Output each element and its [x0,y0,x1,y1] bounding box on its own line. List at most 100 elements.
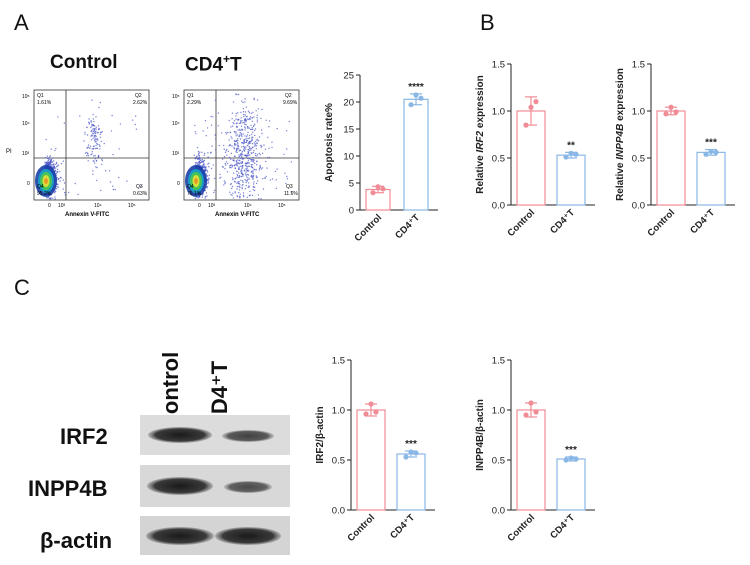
flow-dot [254,129,256,132]
flow-dot [274,170,277,173]
flow-dot [193,154,196,156]
flow-dot [258,152,261,155]
flow-dot [239,195,241,198]
flow-dot [248,134,251,137]
flow-dot [68,191,70,194]
flow-dot [235,122,238,125]
flow-control-xlabel: Annexin V-FITC [65,212,110,218]
flow-dot [236,151,238,154]
flow-dot [224,163,226,165]
flow-dot [240,149,242,151]
flow-dot [244,141,246,144]
data-point [563,154,569,160]
flow-dot [244,111,247,113]
flow-control-xtick-0: 0 [48,203,51,209]
flow-dot [245,106,247,108]
flow-dot [252,172,254,175]
flow-dot [204,195,207,198]
flow-dot [230,136,232,138]
y-tick-label: 1.0 [332,406,345,417]
flow-cd4-ytick-0: 0 [177,181,180,187]
flow-dot [247,179,249,181]
flow-dot [95,144,97,147]
flow-dot [236,182,238,184]
flow-dot [223,184,225,186]
y-axis-label-part: expression [615,68,626,124]
flow-dot [244,138,246,141]
flow-dot [251,174,253,177]
flow-dot [201,158,203,161]
flow-dot [86,134,89,136]
flow-control-ylabel: PI [6,149,12,155]
flow-dot [286,178,289,180]
flow-dot [74,182,76,185]
flow-dot [236,149,238,151]
flow-dot [246,176,248,178]
flow-dot [96,132,99,134]
flow-dot [244,98,246,100]
flow-dot [204,197,206,199]
flow-dot [88,123,91,125]
data-point [713,149,719,155]
flow-dot [109,181,112,183]
data-point [528,400,534,406]
flow-dot [254,145,256,147]
flow-dot [99,101,102,104]
flow-dot [240,111,242,114]
flow-cd4-q3: Q3 [286,184,293,190]
flow-dot [206,175,209,177]
flow-dot [46,157,49,160]
flow-dot [232,101,235,103]
flow-dot [247,170,249,172]
flow-dot [238,176,240,179]
flow-dot [199,159,201,161]
chart-irf2-actin: 0.0 0.5 1.0 1.5 Control *** CD4⁺T IRF2/β-actin [315,356,435,544]
flow-dot [258,198,260,200]
flow-dot [236,147,239,149]
flow-dot [260,198,262,200]
flow-control-xtick-1e5: 10⁵ [128,203,136,209]
flow-cd4-q1-val: 2.29% [187,100,202,106]
flow-dot [194,197,197,200]
flow-dot [233,148,236,150]
flow-dot [260,146,262,148]
flow-dot [98,144,101,146]
flow-dot [197,197,200,199]
significance-label: ** [567,140,575,151]
flow-dot [206,171,209,173]
flow-dot [87,146,89,149]
category-label: CD4⁺T [393,212,422,241]
flow-dot [240,133,243,135]
flow-dot [236,188,238,190]
flow-dot [254,162,256,164]
flow-dot [198,153,200,155]
flow-dot [248,149,251,152]
data-point [413,450,419,456]
flow-dot [261,108,263,111]
flow-dot [245,115,248,118]
flow-dot [105,170,107,172]
flow-dot [211,145,213,147]
flow-dot [87,155,90,157]
flow-dot [238,172,240,174]
flow-dot [96,142,98,145]
flow-dot [238,159,240,162]
flow-dot [246,118,249,120]
flow-dot [248,117,251,120]
flow-dot [246,173,248,176]
data-point [703,151,709,157]
flow-dot [231,187,233,190]
bar-CD4⁺T [396,453,426,511]
flow-dot [290,191,292,193]
flow-control-q3: Q3 [136,184,143,190]
flow-dot [99,136,102,138]
y-axis-label: IRF2/β-actin [315,406,326,463]
flow-dot [64,191,66,194]
flow-dot [213,189,216,192]
flow-dot [235,135,237,137]
flow-dot [89,145,92,147]
flow-dot [252,160,254,162]
flow-dot [253,159,255,161]
flow-dot [208,174,210,176]
flow-dot [286,148,288,150]
